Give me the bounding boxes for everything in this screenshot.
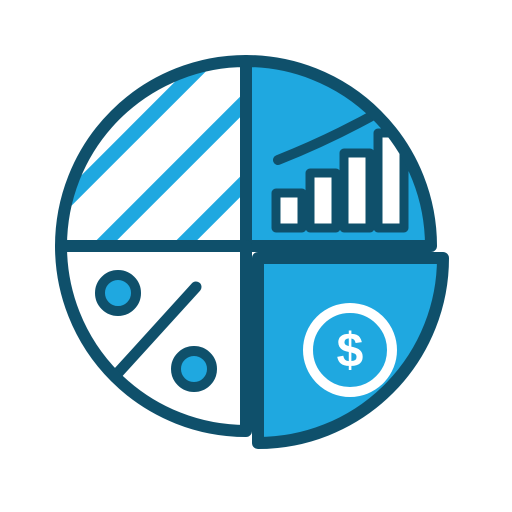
pie-chart-icon: $ — [46, 46, 466, 466]
quadrant-dollar-icon: $ — [258, 258, 443, 443]
dollar-sign-icon: $ — [337, 325, 364, 378]
pie-chart-svg: $ — [46, 46, 466, 466]
